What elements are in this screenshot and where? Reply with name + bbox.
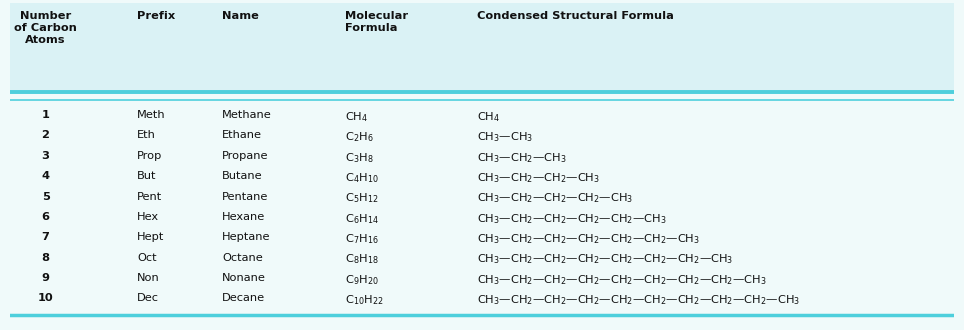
Text: Pent: Pent [137,191,162,202]
Text: C$_4$H$_{10}$: C$_4$H$_{10}$ [345,171,379,185]
Text: Meth: Meth [137,110,166,120]
Text: C$_5$H$_{12}$: C$_5$H$_{12}$ [345,191,379,205]
Text: Eth: Eth [137,130,156,140]
Text: Heptane: Heptane [222,232,271,242]
Text: CH$_3$—CH$_2$—CH$_2$—CH$_3$: CH$_3$—CH$_2$—CH$_2$—CH$_3$ [477,171,601,185]
Text: CH$_4$: CH$_4$ [477,110,500,124]
Text: Hex: Hex [137,212,159,222]
Text: Hexane: Hexane [222,212,265,222]
Text: But: But [137,171,157,181]
Text: C$_8$H$_{18}$: C$_8$H$_{18}$ [345,253,379,266]
Text: 10: 10 [38,293,53,303]
Text: 5: 5 [41,191,49,202]
Text: CH$_3$—CH$_2$—CH$_2$—CH$_2$—CH$_3$: CH$_3$—CH$_2$—CH$_2$—CH$_2$—CH$_3$ [477,191,633,205]
Text: CH$_3$—CH$_2$—CH$_3$: CH$_3$—CH$_2$—CH$_3$ [477,151,567,165]
Text: C$_{10}$H$_{22}$: C$_{10}$H$_{22}$ [345,293,384,307]
Text: Dec: Dec [137,293,159,303]
Text: Molecular
Formula: Molecular Formula [345,11,408,33]
Text: 8: 8 [41,253,49,263]
Text: Non: Non [137,273,160,283]
Text: C$_3$H$_8$: C$_3$H$_8$ [345,151,374,165]
Text: Prefix: Prefix [137,11,175,21]
Text: Pentane: Pentane [222,191,269,202]
Text: CH$_3$—CH$_3$: CH$_3$—CH$_3$ [477,130,534,144]
Text: CH$_3$—CH$_2$—CH$_2$—CH$_2$—CH$_2$—CH$_3$: CH$_3$—CH$_2$—CH$_2$—CH$_2$—CH$_2$—CH$_3… [477,212,667,226]
Text: Hept: Hept [137,232,165,242]
Text: CH$_3$—CH$_2$—CH$_2$—CH$_2$—CH$_2$—CH$_2$—CH$_2$—CH$_3$: CH$_3$—CH$_2$—CH$_2$—CH$_2$—CH$_2$—CH$_2… [477,253,734,266]
Text: Butane: Butane [222,171,263,181]
Text: C$_2$H$_6$: C$_2$H$_6$ [345,130,374,144]
Text: Oct: Oct [137,253,157,263]
Text: Ethane: Ethane [222,130,262,140]
Text: 6: 6 [41,212,49,222]
Text: Octane: Octane [222,253,263,263]
Text: C$_6$H$_{14}$: C$_6$H$_{14}$ [345,212,379,226]
Text: Name: Name [222,11,259,21]
Text: CH$_3$—CH$_2$—CH$_2$—CH$_2$—CH$_2$—CH$_2$—CH$_2$—CH$_2$—CH$_3$: CH$_3$—CH$_2$—CH$_2$—CH$_2$—CH$_2$—CH$_2… [477,273,767,287]
Text: 3: 3 [41,151,49,161]
Text: 4: 4 [41,171,49,181]
FancyBboxPatch shape [10,3,954,94]
Text: 1: 1 [41,110,49,120]
Text: CH$_4$: CH$_4$ [345,110,368,124]
Text: Methane: Methane [222,110,272,120]
Text: CH$_3$—CH$_2$—CH$_2$—CH$_2$—CH$_2$—CH$_2$—CH$_3$: CH$_3$—CH$_2$—CH$_2$—CH$_2$—CH$_2$—CH$_2… [477,232,700,246]
Text: Number
of Carbon
Atoms: Number of Carbon Atoms [14,11,77,45]
Text: Nonane: Nonane [222,273,266,283]
Text: Prop: Prop [137,151,163,161]
Text: Condensed Structural Formula: Condensed Structural Formula [477,11,674,21]
Text: Propane: Propane [222,151,269,161]
Text: 7: 7 [41,232,49,242]
Text: CH$_3$—CH$_2$—CH$_2$—CH$_2$—CH$_2$—CH$_2$—CH$_2$—CH$_2$—CH$_2$—CH$_3$: CH$_3$—CH$_2$—CH$_2$—CH$_2$—CH$_2$—CH$_2… [477,293,800,307]
Text: C$_7$H$_{16}$: C$_7$H$_{16}$ [345,232,379,246]
Text: Decane: Decane [222,293,265,303]
Text: 2: 2 [41,130,49,140]
Text: C$_9$H$_{20}$: C$_9$H$_{20}$ [345,273,379,287]
Text: 9: 9 [41,273,49,283]
